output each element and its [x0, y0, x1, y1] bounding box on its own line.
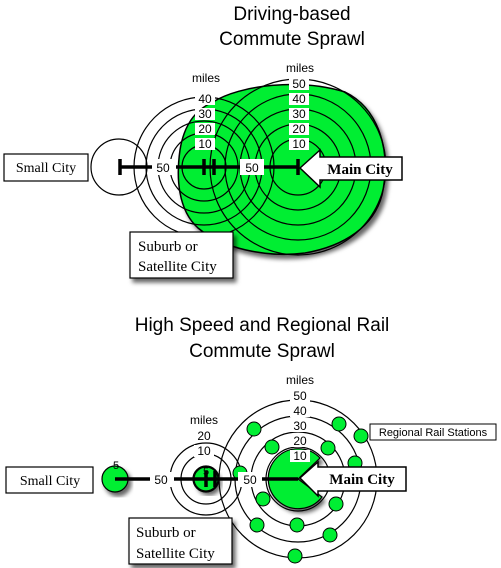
distance-label-left: 50 [156, 161, 170, 175]
driving-title-line1: Driving-based [233, 4, 350, 25]
rail-title-line1: High Speed and Regional Rail [135, 315, 390, 336]
rail-stations-label-box [369, 423, 497, 441]
suburb-rail-rings-unit: miles [190, 413, 218, 427]
rail-main-city-label: Main City [329, 472, 395, 488]
rail-station-dot [331, 416, 347, 432]
rail-station-dot [249, 517, 265, 533]
main-ring-label: 20 [292, 122, 306, 136]
main-rail-ring-label: 50 [293, 389, 307, 403]
rail-suburb-label-line2: Satellite City [136, 546, 215, 562]
driving-title-line2: Commute Sprawl [219, 29, 365, 50]
suburb-rail-ring-labels: 20 10 [194, 429, 214, 458]
small-city-radius-label: 5 [113, 460, 119, 472]
rail-stations-label: Regional Rail Stations [379, 427, 488, 439]
rail-station-dot [322, 527, 338, 543]
main-ring-label: 10 [292, 137, 306, 151]
rail-station-dot [289, 517, 305, 533]
suburb-label-line2: Satellite City [138, 259, 217, 275]
suburb-ring-labels: 40 30 20 10 [195, 92, 215, 151]
suburb-ring-label: 30 [198, 107, 212, 121]
main-rail-ring-label: 30 [293, 419, 307, 433]
rail-station-dot [320, 440, 336, 456]
main-ring-label: 40 [292, 92, 306, 106]
rail-station-dot [246, 421, 262, 437]
rail-distance-label-right: 50 [243, 473, 257, 487]
main-ring-labels: 50 40 30 20 10 [289, 77, 309, 151]
rail-title-line2: Commute Sprawl [189, 341, 335, 362]
suburb-label-box [129, 231, 234, 279]
rail-distance-label-left: 50 [154, 473, 168, 487]
rail-diagram: High Speed and Regional Rail Commute Spr… [5, 315, 497, 565]
small-city-label: Small City [16, 161, 76, 176]
suburb-ring-label: 10 [198, 137, 212, 151]
rail-station-dot [353, 428, 369, 444]
main-rail-ring-labels: 50 40 30 20 10 [290, 389, 310, 463]
rail-small-city-label: Small City [20, 474, 80, 489]
suburb-label-line1: Suburb or [138, 239, 198, 255]
suburb-ring-label: 20 [198, 122, 212, 136]
suburb-rail-ring-label: 10 [197, 444, 211, 458]
rail-distance-scale-bars [115, 471, 298, 487]
main-rail-ring-label: 10 [293, 449, 307, 463]
driving-diagram: Driving-based Commute Sprawl miles [3, 4, 403, 279]
rail-main-city-pointer [298, 460, 407, 498]
main-city-sprawl-area [177, 83, 386, 256]
main-ring-label: 50 [292, 77, 306, 91]
small-city-label-box [3, 153, 89, 182]
rail-small-city-label-box [5, 466, 94, 494]
main-city-pointer [298, 148, 403, 189]
distance-label-right: 50 [245, 161, 259, 175]
suburb-rings-unit: miles [192, 71, 220, 85]
distance-scale-bars [118, 159, 300, 175]
rail-suburb-label-line1: Suburb or [136, 525, 196, 541]
main-rail-rings-unit: miles [286, 373, 314, 387]
rail-suburb-label-box [128, 517, 233, 565]
rail-station-dot [328, 496, 344, 512]
suburb-ring-label: 40 [198, 92, 212, 106]
main-rail-ring-label: 40 [293, 404, 307, 418]
rail-station-dot [255, 491, 271, 507]
rail-station-dot [264, 439, 280, 455]
rail-station-dot [287, 548, 303, 564]
main-rings-unit: miles [286, 61, 314, 75]
main-ring-label: 30 [292, 107, 306, 121]
suburb-rail-ring-label: 20 [197, 429, 211, 443]
main-rail-ring-label: 20 [293, 434, 307, 448]
main-city-label: Main City [327, 162, 393, 178]
